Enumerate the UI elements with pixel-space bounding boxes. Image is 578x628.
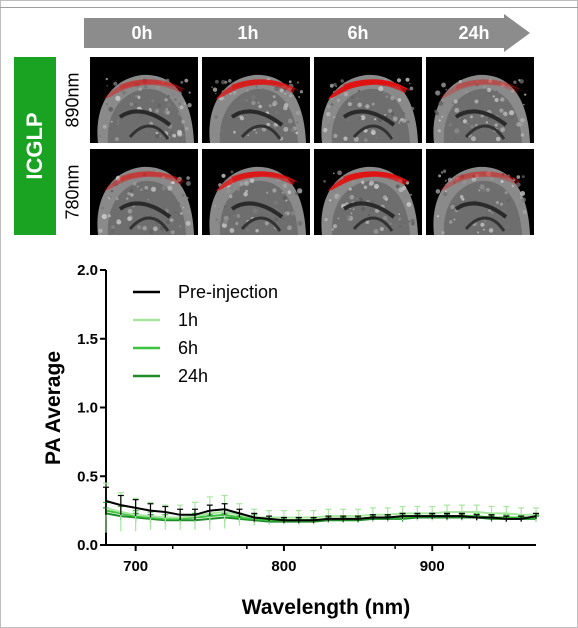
time-arrow bbox=[84, 14, 530, 52]
pa-image-tile bbox=[202, 149, 310, 235]
series-1h bbox=[103, 482, 539, 533]
legend-entry: 6h bbox=[178, 338, 198, 358]
series-line bbox=[105, 512, 536, 523]
series-pre-injection bbox=[103, 486, 539, 523]
pa-spectrum-chart: 0.0 0.5 1.0 1.5 2.0 700 800 900 Pre-injection 1h… bbox=[42, 262, 539, 619]
series-line bbox=[105, 506, 536, 519]
timepoint-label: 0h bbox=[131, 23, 153, 43]
pa-image-tile bbox=[314, 149, 422, 235]
timepoint-label: 24h bbox=[458, 23, 490, 43]
agent-label: ICGLP bbox=[22, 112, 47, 180]
wavelength-row-label: 890nm bbox=[60, 57, 86, 143]
legend-entry: 24h bbox=[178, 366, 208, 386]
series-line bbox=[105, 500, 537, 522]
agent-label-box: ICGLP bbox=[14, 57, 56, 235]
pa-image-tile bbox=[202, 57, 310, 143]
x-tick-label: 700 bbox=[123, 558, 148, 575]
y-tick-label: 2.0 bbox=[77, 262, 98, 279]
x-tick-label: 800 bbox=[271, 558, 296, 575]
pa-image-tile bbox=[90, 57, 198, 143]
wavelength-row-label: 780nm bbox=[60, 149, 86, 235]
pa-image-tile bbox=[314, 57, 422, 143]
pa-image-tile bbox=[426, 149, 534, 235]
x-tick-label: 900 bbox=[420, 558, 445, 575]
y-tick-label: 0.5 bbox=[77, 468, 98, 485]
y-tick-label: 1.0 bbox=[77, 400, 98, 417]
wavelength-row-text: 890nm bbox=[62, 72, 83, 128]
y-axis-label: PA Average bbox=[42, 351, 65, 465]
y-tick-label: 1.5 bbox=[77, 331, 98, 348]
pa-image-tile bbox=[426, 57, 534, 143]
legend-entry: Pre-injection bbox=[178, 282, 278, 302]
pa-image-tile bbox=[90, 149, 198, 235]
legend-entry: 1h bbox=[178, 310, 198, 330]
top-divider bbox=[0, 7, 578, 8]
y-tick-label: 0.0 bbox=[77, 537, 98, 554]
timepoint-label: 6h bbox=[347, 23, 369, 43]
x-axis-label: Wavelength (nm) bbox=[242, 596, 410, 619]
timepoint-label: 1h bbox=[237, 23, 259, 43]
wavelength-row-text: 780nm bbox=[62, 164, 83, 220]
